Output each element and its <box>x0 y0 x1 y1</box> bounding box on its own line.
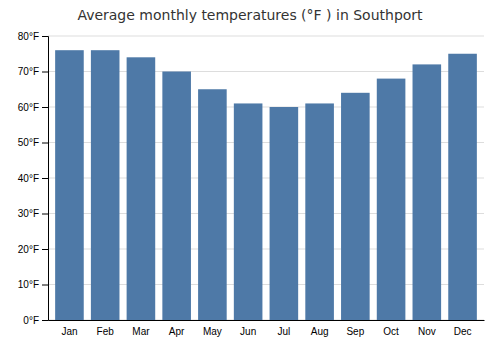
tick: 60°F <box>18 102 48 113</box>
tick-mark <box>42 36 48 37</box>
tick-label: 70°F <box>18 66 39 77</box>
y-axis: 0°F 10°F 20°F 30°F 40°F 50°F 60°F 70°F 80°F <box>18 31 49 326</box>
tick: Nov <box>418 326 436 337</box>
tick-label: Jun <box>240 326 256 337</box>
tick: 40°F <box>18 173 48 184</box>
tick-mark <box>42 178 48 179</box>
tick-mark <box>42 107 48 108</box>
tick-label: Apr <box>169 326 185 337</box>
bar <box>377 79 406 320</box>
tick-mark <box>42 320 48 321</box>
bar <box>91 50 120 320</box>
tick-label: Jul <box>277 326 290 337</box>
bar <box>413 64 442 320</box>
tick: Jun <box>240 326 256 337</box>
tick-label: Mar <box>132 326 150 337</box>
axis-line <box>49 320 485 321</box>
tick: Sep <box>346 326 364 337</box>
tick: Apr <box>169 326 185 337</box>
tick-mark <box>42 214 48 215</box>
x-axis: Jan Feb Mar Apr May Jun Jul Aug Sep Oct Nov Dec <box>49 321 485 338</box>
tick-label: 60°F <box>18 102 39 113</box>
tick-label: Oct <box>383 326 399 337</box>
bars <box>55 50 477 320</box>
tick: Mar <box>132 326 150 337</box>
bar <box>305 103 334 320</box>
bar <box>234 103 263 320</box>
bar <box>341 93 370 320</box>
tick: Jan <box>61 326 77 337</box>
plot: 0°F 10°F 20°F 30°F 40°F 50°F 60°F 70°F 80°F Jan Fe… <box>18 31 485 337</box>
tick: Aug <box>311 326 329 337</box>
tick-label: 20°F <box>18 244 39 255</box>
tick-label: 10°F <box>18 279 39 290</box>
tick: 70°F <box>18 66 48 77</box>
bar <box>127 57 156 320</box>
tick: Jul <box>277 326 290 337</box>
bar <box>55 50 84 320</box>
tick: May <box>203 326 222 337</box>
tick: Dec <box>454 326 472 337</box>
tick: 80°F <box>18 31 48 42</box>
tick-label: 40°F <box>18 173 39 184</box>
tick: 0°F <box>23 315 48 326</box>
tick: 50°F <box>18 137 48 148</box>
bar <box>270 107 299 320</box>
tick-label: Aug <box>311 326 329 337</box>
tick: 10°F <box>18 279 48 290</box>
tick-label: Sep <box>346 326 364 337</box>
tick-label: Dec <box>454 326 472 337</box>
tick-label: 80°F <box>18 31 39 42</box>
axis-line <box>42 37 49 321</box>
tick-label: Jan <box>61 326 77 337</box>
tick-label: Nov <box>418 326 436 337</box>
tick-label: 50°F <box>18 137 39 148</box>
grid-line <box>48 36 484 37</box>
tick-mark <box>42 143 48 144</box>
tick-mark <box>42 72 48 73</box>
bar <box>162 72 191 321</box>
grid <box>48 36 484 320</box>
tick-label: 0°F <box>23 315 39 326</box>
tick-label: May <box>203 326 222 337</box>
tick-label: 30°F <box>18 208 39 219</box>
tick: 30°F <box>18 208 48 219</box>
chart: Average monthly temperatures (°F ) in So… <box>0 0 500 350</box>
tick-mark <box>42 285 48 286</box>
title: Average monthly temperatures (°F ) in So… <box>77 7 423 23</box>
bar <box>198 89 227 320</box>
tick: Oct <box>383 326 399 337</box>
bar <box>448 54 477 320</box>
tick: Feb <box>97 326 115 337</box>
tick: 20°F <box>18 244 48 255</box>
tick-label: Feb <box>97 326 115 337</box>
tick-mark <box>42 249 48 250</box>
